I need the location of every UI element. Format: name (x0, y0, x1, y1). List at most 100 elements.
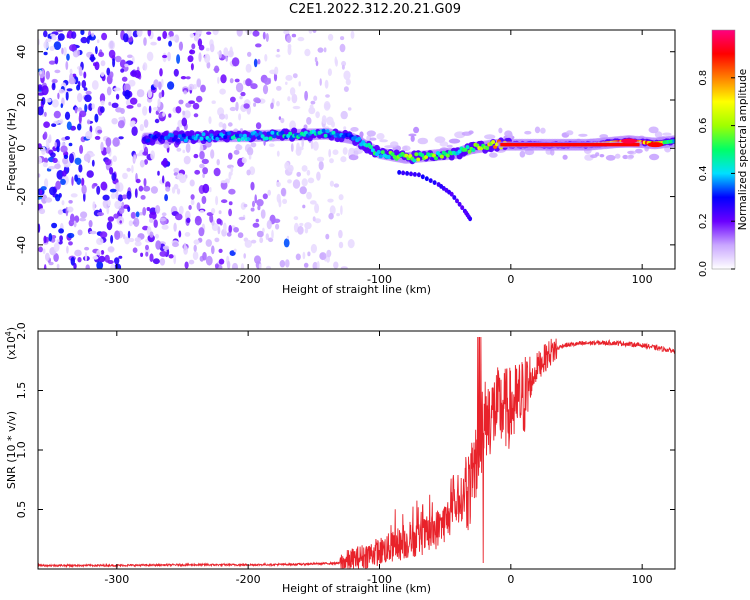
noise-blob (241, 157, 247, 164)
noise-blob (54, 69, 61, 74)
noise-blob (124, 236, 130, 245)
noise-blob (189, 49, 196, 55)
noise-blob (327, 68, 332, 76)
noise-blob (229, 106, 237, 112)
noise-blob (319, 78, 322, 86)
ridge-core (457, 149, 462, 154)
noise-blob (114, 257, 120, 265)
noise-blob (132, 247, 138, 253)
noise-blob (53, 242, 60, 252)
ridge-core (240, 136, 245, 141)
noise-blob (91, 32, 95, 37)
noise-blob (84, 103, 88, 113)
noise-blob (73, 220, 77, 228)
secondary-trace-blob (452, 195, 457, 200)
noise-blob (605, 154, 616, 161)
noise-blob (310, 100, 316, 105)
noise-blob (176, 188, 181, 195)
noise-blob (40, 186, 47, 191)
noise-blob (65, 91, 69, 101)
noise-blob (257, 205, 261, 211)
noise-blob (194, 215, 202, 226)
noise-blob (150, 41, 157, 46)
noise-blob (599, 154, 605, 158)
ridge-core (303, 130, 308, 135)
noise-blob (175, 106, 182, 114)
noise-blob (142, 207, 147, 216)
noise-blob (63, 154, 69, 159)
noise-blob (84, 246, 90, 251)
noise-blob (182, 149, 186, 154)
ridge-core (201, 132, 206, 137)
noise-blob (181, 117, 188, 127)
y-axis-label: SNR (10 * v/v) (5, 411, 18, 489)
noise-blob (43, 30, 48, 38)
noise-blob (303, 262, 309, 268)
noise-blob (124, 89, 131, 100)
noise-blob (186, 217, 191, 223)
noise-blob (236, 30, 243, 37)
noise-blob (43, 131, 48, 140)
top-panel-frame (37, 29, 676, 270)
noise-blob (184, 232, 191, 237)
noise-blob (174, 34, 180, 43)
noise-blob (233, 227, 240, 233)
noise-blob (304, 48, 311, 57)
noise-blob (328, 212, 334, 220)
noise-blob (183, 110, 191, 119)
noise-blob (88, 220, 93, 228)
noise-blob (246, 146, 254, 156)
noise-blob (88, 103, 93, 112)
noise-blob (91, 80, 99, 90)
noise-blob (366, 135, 372, 142)
noise-blob (614, 153, 621, 159)
x-tick-label: -300 (104, 573, 129, 586)
noise-blob (115, 190, 119, 200)
noise-blob (507, 132, 513, 140)
noise-blob (48, 134, 52, 143)
noise-blob (39, 70, 42, 75)
noise-blob (59, 235, 63, 242)
noise-blob (293, 216, 299, 221)
bottom-panel-frame (37, 330, 676, 570)
y-tick-label: 1.5 (15, 382, 28, 400)
noise-blob (230, 96, 236, 103)
heatmap-plot (38, 30, 675, 269)
noise-blob (183, 155, 191, 165)
colorbar (712, 30, 735, 269)
noise-blob (89, 125, 93, 134)
noise-blob (100, 250, 105, 255)
noise-blob (49, 186, 57, 196)
ridge-band-peak (621, 138, 638, 144)
noise-blob (309, 104, 314, 110)
noise-blob (99, 93, 106, 103)
noise-blob (562, 154, 568, 160)
noise-blob (100, 141, 104, 152)
noise-blob (144, 159, 148, 165)
ridge-core (412, 158, 417, 163)
y-tick-label: 0.5 (15, 501, 28, 519)
noise-blob (155, 240, 162, 250)
noise-blob (70, 256, 76, 266)
ridge-core (390, 152, 395, 157)
noise-blob (273, 218, 281, 223)
noise-blob (166, 34, 170, 39)
noise-blob (247, 51, 252, 57)
noise-blob (219, 88, 226, 95)
noise-blob (198, 227, 205, 237)
ridge-band-peak (647, 142, 664, 148)
noise-blob (328, 149, 332, 158)
noise-blob (43, 121, 50, 128)
noise-blob (74, 249, 82, 257)
noise-blob (259, 237, 264, 244)
noise-blob (143, 178, 147, 187)
ridge-core (323, 133, 328, 138)
noise-blob (417, 137, 429, 145)
ridge-core (179, 137, 184, 142)
noise-blob (113, 213, 119, 219)
secondary-trace-blob (401, 170, 406, 176)
noise-blob (193, 34, 199, 42)
noise-blob (283, 30, 290, 35)
noise-blob (285, 74, 293, 81)
noise-blob (309, 200, 317, 205)
